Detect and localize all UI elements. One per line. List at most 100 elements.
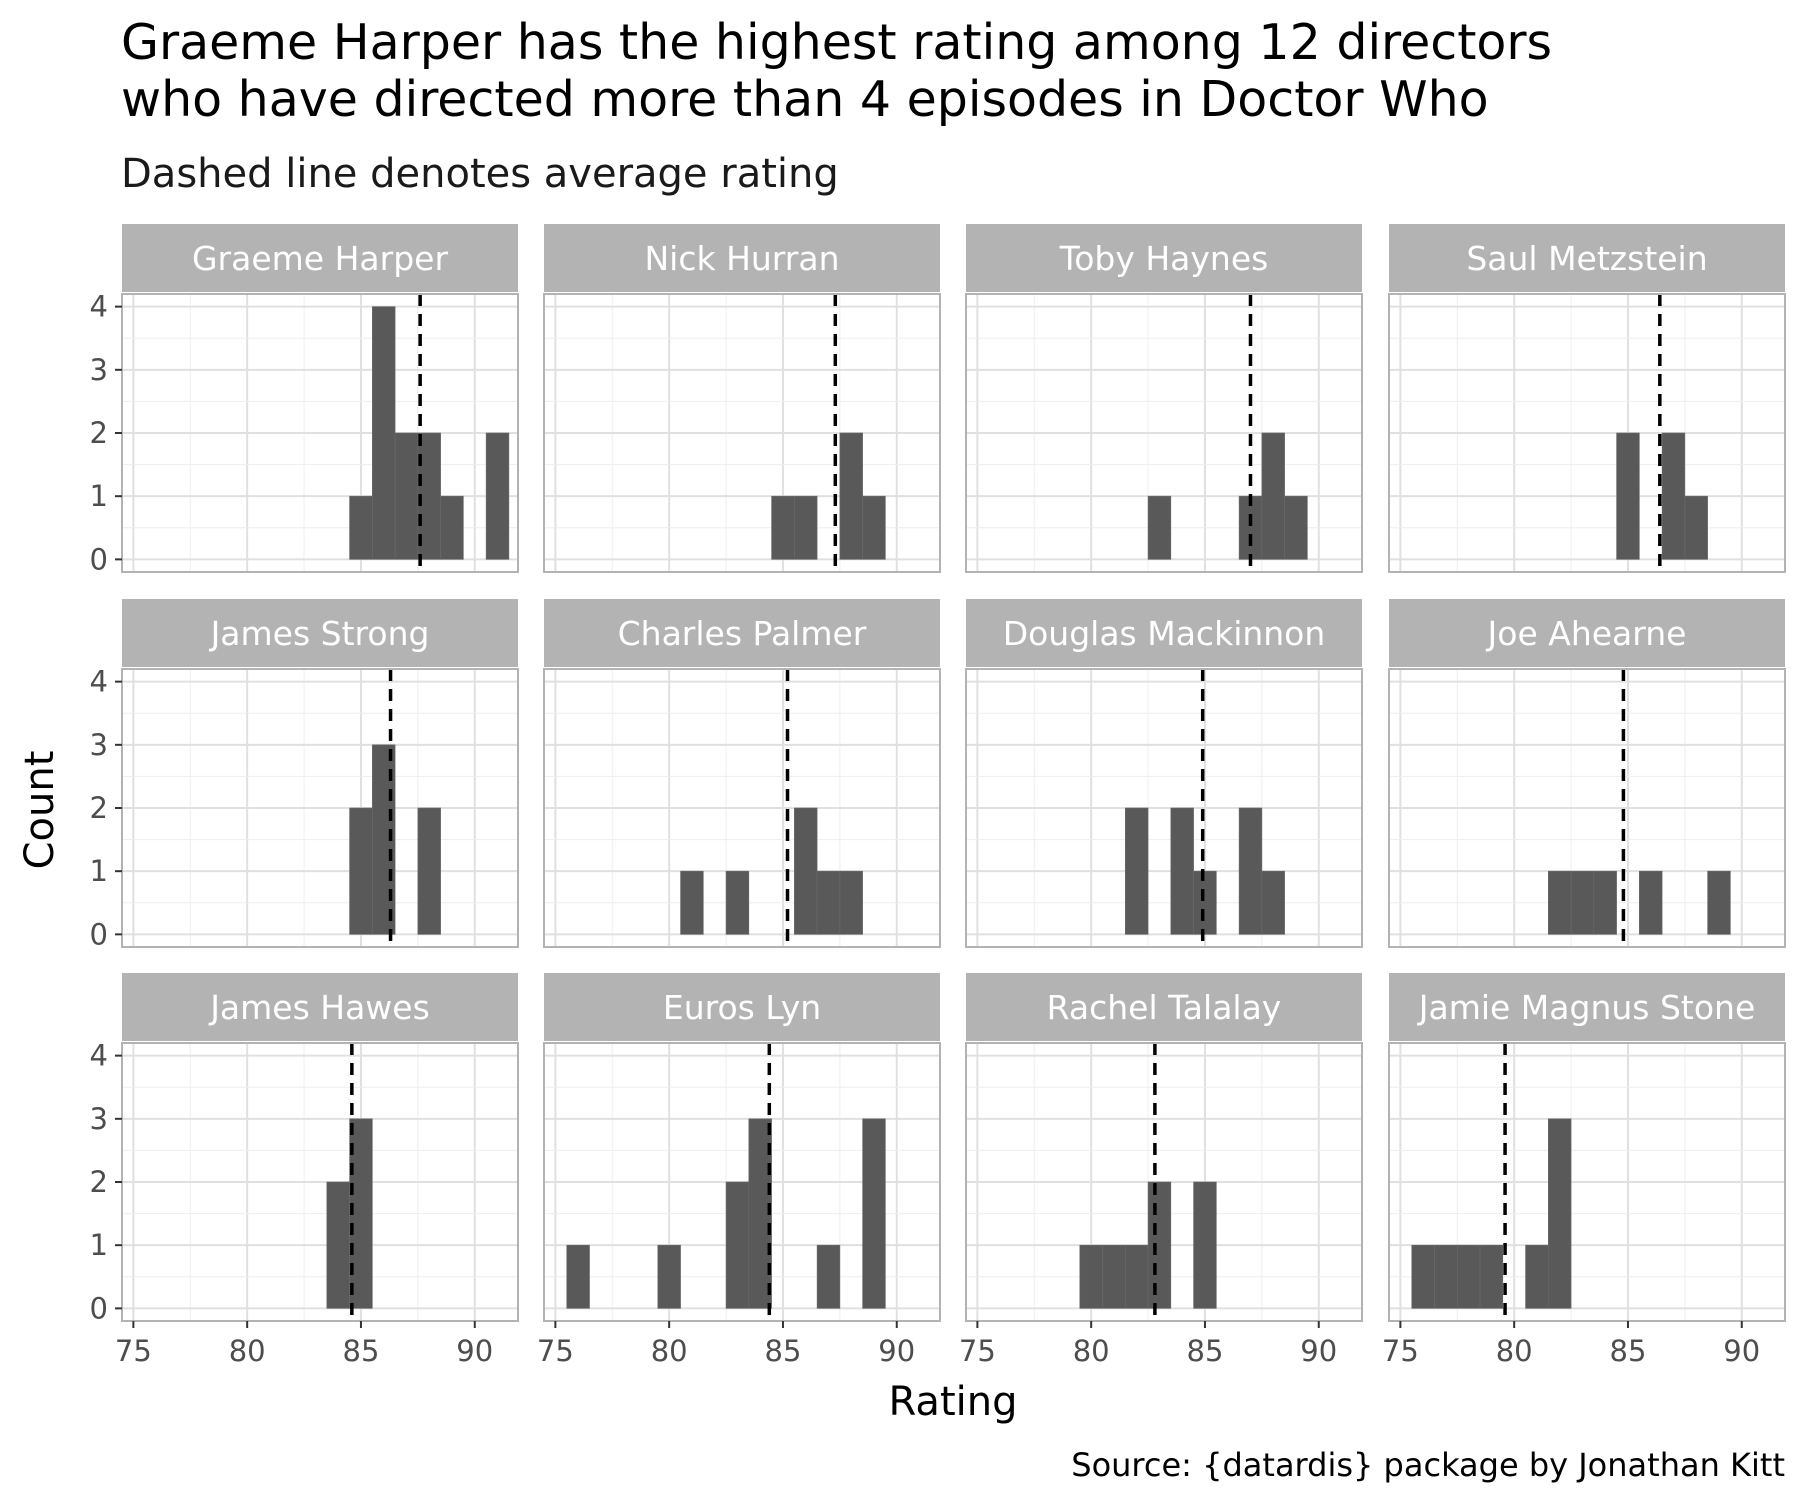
x-tick-label: 80 <box>229 1334 266 1368</box>
x-tick-label: 90 <box>878 1334 915 1368</box>
facet-panel: Euros Lyn 75 80 85 90 <box>537 973 941 1368</box>
facet-strip-label: Saul Metzstein <box>1466 239 1707 278</box>
facet-panel: Jamie Magnus Stone 75 80 85 90 <box>1382 973 1786 1368</box>
facet-strip-label: Toby Haynes <box>1059 239 1269 278</box>
panel-border <box>543 1042 941 1322</box>
histogram-bar <box>485 432 510 560</box>
histogram-bar <box>349 1118 373 1309</box>
x-tick-label: 85 <box>343 1334 380 1368</box>
chart-title-line-2: who have directed more than 4 episodes i… <box>121 71 1489 128</box>
x-tick-label: 90 <box>1300 1334 1337 1368</box>
y-tick-label: 0 <box>90 542 108 576</box>
facet-panel: Nick Hurran <box>543 224 941 573</box>
y-tick-label: 0 <box>90 917 108 951</box>
histogram-bar <box>1284 495 1308 560</box>
histogram-bar <box>816 870 841 935</box>
histogram-bar <box>1548 870 1572 935</box>
histogram-bar <box>1707 870 1731 935</box>
histogram-bar <box>1434 1244 1458 1309</box>
x-tick-label: 75 <box>1382 1334 1419 1368</box>
facet-strip-label: Douglas Mackinnon <box>1003 614 1326 653</box>
y-axis-label: Count <box>17 750 63 870</box>
panel-border <box>543 668 941 948</box>
facet-panel: Graeme Harper 0 1 2 3 4 <box>90 224 519 576</box>
facet-strip <box>122 973 518 1041</box>
histogram-bar <box>417 807 441 935</box>
y-tick-label: 1 <box>90 479 108 513</box>
panel-border <box>965 1042 1363 1322</box>
histogram-bar <box>862 495 886 560</box>
y-tick-label: 1 <box>90 1228 108 1262</box>
chart-subtitle: Dashed line denotes average rating <box>121 151 839 197</box>
y-tick-label: 3 <box>90 1102 108 1136</box>
facet-strip-label: Nick Hurran <box>644 239 839 278</box>
histogram-bar <box>771 495 795 560</box>
x-tick-label: 80 <box>651 1334 688 1368</box>
y-tick-label: 4 <box>90 1039 108 1073</box>
facet-panel: Toby Haynes <box>965 224 1363 573</box>
histogram-bar <box>1147 495 1172 560</box>
panel-border <box>965 293 1363 573</box>
histogram-bar <box>1593 870 1617 935</box>
facet-strip <box>544 599 940 667</box>
histogram-bar <box>839 870 863 935</box>
histogram-bar <box>1479 1244 1504 1309</box>
histogram-bar <box>1548 1118 1572 1309</box>
histogram-bar <box>1102 1244 1126 1309</box>
facet-strip <box>544 973 940 1041</box>
facet-strip <box>1389 973 1785 1041</box>
y-tick-label: 2 <box>90 416 108 450</box>
histogram-bar <box>1125 807 1149 935</box>
histogram-bar <box>566 1244 590 1309</box>
histogram-bar <box>1661 432 1686 560</box>
histogram-bar <box>1639 870 1663 935</box>
histogram-bar <box>794 495 818 560</box>
histogram-bar <box>816 1244 841 1309</box>
facet-strip <box>966 973 1362 1041</box>
facet-strip-label: James Strong <box>209 614 430 653</box>
facet-strip <box>966 224 1362 292</box>
histogram-bar <box>1456 1244 1481 1309</box>
chart-caption: Source: {datardis} package by Jonathan K… <box>1071 1446 1785 1484</box>
y-tick-label: 1 <box>90 854 108 888</box>
facet-strip <box>966 599 1362 667</box>
facet-strip-label: Joe Ahearne <box>1486 614 1687 653</box>
histogram-bar <box>349 807 373 935</box>
facet-strip-label: James Hawes <box>208 988 430 1027</box>
facet-panel: Joe Ahearne <box>1388 599 1786 948</box>
x-tick-label: 80 <box>1073 1334 1110 1368</box>
histogram-bar <box>725 1181 750 1309</box>
x-axis-label: Rating <box>888 1379 1018 1425</box>
panel-border <box>1388 293 1786 573</box>
histogram-bar <box>725 870 750 935</box>
histogram-bar <box>1193 870 1217 935</box>
facet-panel: Rachel Talalay 75 80 85 90 <box>959 973 1363 1368</box>
histogram-bar <box>1261 432 1285 560</box>
histogram-bar <box>349 495 373 560</box>
histogram-bar <box>326 1181 350 1309</box>
x-tick-label: 75 <box>537 1334 574 1368</box>
facet-panel: James Strong 0 1 2 3 4 <box>90 599 519 951</box>
histogram-bar <box>657 1244 681 1309</box>
facet-strip <box>1389 599 1785 667</box>
facet-strip-label: Rachel Talalay <box>1047 988 1282 1027</box>
chart-title: Graeme Harper has the highest rating amo… <box>121 14 1781 128</box>
histogram-bar <box>1079 1244 1103 1309</box>
x-tick-label: 85 <box>765 1334 802 1368</box>
histogram-bar <box>1570 870 1595 935</box>
panel-border <box>1388 1042 1786 1322</box>
facet-strip <box>122 599 518 667</box>
histogram-bar <box>1684 495 1708 560</box>
facet-panel: James Hawes 0 1 2 3 4 75 80 85 90 <box>90 973 519 1368</box>
y-tick-label: 3 <box>90 353 108 387</box>
histogram-bar <box>1411 1244 1435 1309</box>
facet-strip-label: Charles Palmer <box>618 614 867 653</box>
facet-panel: Douglas Mackinnon <box>965 599 1363 948</box>
histogram-bar <box>1525 1244 1549 1309</box>
x-tick-label: 85 <box>1610 1334 1647 1368</box>
facet-strip <box>544 224 940 292</box>
panel-border <box>543 293 941 573</box>
facet-strip-label: Jamie Magnus Stone <box>1417 988 1756 1027</box>
histogram-bar <box>1193 1181 1217 1309</box>
